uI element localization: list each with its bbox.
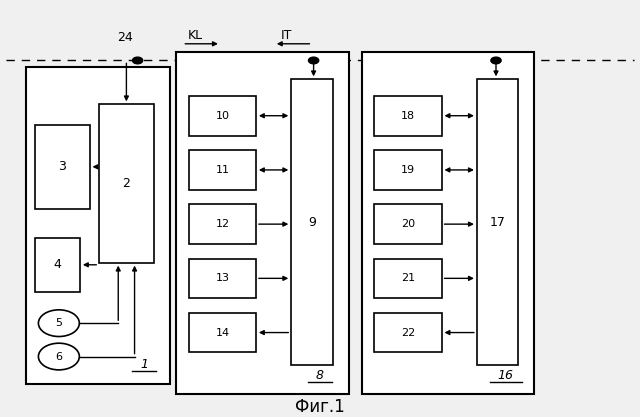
Text: 18: 18 [401, 111, 415, 121]
Bar [374, 96, 442, 136]
Circle shape [38, 343, 79, 370]
Circle shape [132, 57, 143, 64]
Bar [26, 67, 170, 384]
Bar [189, 313, 256, 352]
Text: 3: 3 [58, 160, 67, 173]
Bar [189, 259, 256, 298]
Text: 4: 4 [54, 258, 61, 271]
Text: 24: 24 [117, 31, 132, 44]
Circle shape [491, 57, 501, 64]
Text: Фиг.1: Фиг.1 [295, 397, 345, 416]
Bar [374, 313, 442, 352]
Text: 8: 8 [316, 369, 324, 382]
Bar [176, 52, 349, 394]
Bar [374, 150, 442, 190]
Text: 16: 16 [498, 369, 513, 382]
Bar [477, 79, 518, 365]
Text: 5: 5 [56, 318, 62, 328]
Text: 14: 14 [215, 328, 230, 337]
Text: IT: IT [281, 29, 292, 42]
Text: 19: 19 [401, 165, 415, 175]
Text: 2: 2 [122, 177, 131, 190]
Text: 20: 20 [401, 219, 415, 229]
Text: 12: 12 [215, 219, 230, 229]
Bar [374, 204, 442, 244]
Bar [99, 104, 154, 263]
Bar [362, 52, 534, 394]
Text: 22: 22 [401, 328, 415, 337]
Text: 17: 17 [490, 216, 506, 229]
Bar [189, 204, 256, 244]
Text: 10: 10 [216, 111, 229, 121]
Text: 11: 11 [216, 165, 229, 175]
Bar [35, 238, 80, 292]
Text: 9: 9 [308, 216, 316, 229]
Text: 13: 13 [216, 274, 229, 283]
Text: 21: 21 [401, 274, 415, 283]
Bar [189, 150, 256, 190]
Text: 6: 6 [56, 352, 62, 362]
Text: KL: KL [188, 29, 203, 42]
Bar [374, 259, 442, 298]
Circle shape [308, 57, 319, 64]
Circle shape [38, 310, 79, 337]
Bar [291, 79, 333, 365]
Text: 1: 1 [140, 358, 148, 372]
Bar [189, 96, 256, 136]
Bar [35, 125, 90, 208]
